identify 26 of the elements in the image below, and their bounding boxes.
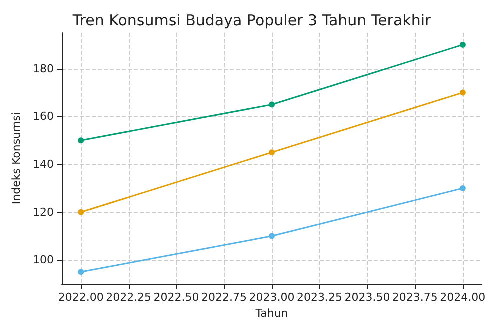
chart-title: Tren Konsumsi Budaya Populer 3 Tahun Terakhir <box>72 12 432 30</box>
x-tick-label: 2023.25 <box>296 291 342 304</box>
point <box>460 42 466 48</box>
x-tick-label: 2024.00 <box>440 291 486 304</box>
y-axis-title: Indeks Konsumsi <box>10 112 23 205</box>
x-tick-label: 2023.75 <box>392 291 438 304</box>
y-tick-label: 180 <box>33 62 54 76</box>
point <box>460 185 466 192</box>
x-tick-label: 2022.75 <box>202 291 248 304</box>
point <box>269 102 275 108</box>
y-tick-label: 140 <box>33 158 54 172</box>
point <box>269 233 275 240</box>
x-axis-title: Tahun <box>254 307 288 320</box>
x-tick-label: 2023.50 <box>344 291 390 304</box>
y-tick-label: 160 <box>33 110 54 124</box>
point <box>78 209 84 216</box>
x-tick-label: 2023.00 <box>249 291 295 304</box>
x-tick-label: 2022.00 <box>58 291 104 304</box>
y-tick-label: 120 <box>33 206 54 219</box>
point <box>460 90 466 96</box>
point <box>78 269 84 276</box>
point <box>269 150 275 156</box>
point <box>78 138 84 144</box>
y-tick-label: 100 <box>33 254 54 267</box>
x-tick-label: 2022.50 <box>154 291 200 304</box>
x-tick-label: 2022.25 <box>106 291 152 304</box>
